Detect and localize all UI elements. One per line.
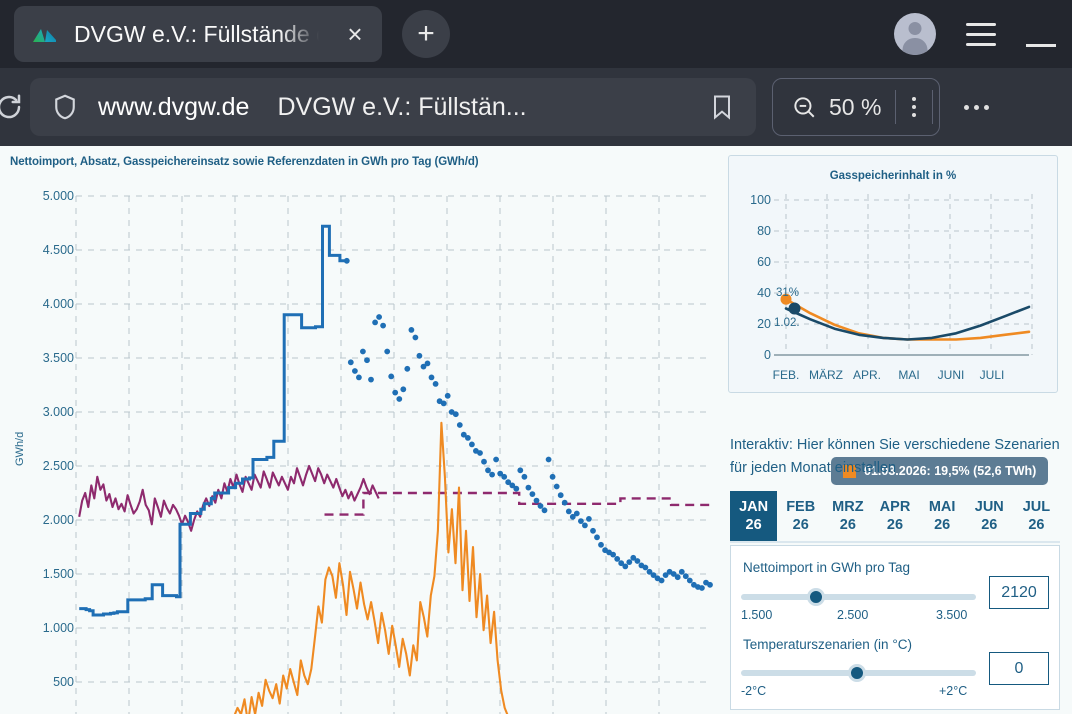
nettoimport-max-label: 3.500 xyxy=(936,608,968,622)
right-column: Gasspeicherinhalt in % 100 80 60 40 20 0… xyxy=(728,146,1072,714)
storage-level-card[interactable]: Gasspeicherinhalt in % 100 80 60 40 20 0… xyxy=(728,155,1058,393)
kebab-menu-icon[interactable] xyxy=(896,97,932,117)
main-chart-y-ticks: 5.000 4.500 4.000 3.500 3.000 2.500 2.00… xyxy=(0,176,74,714)
divider xyxy=(895,90,897,124)
month-name: MRZ xyxy=(832,499,864,515)
temperature-slider-label: Temperaturszenarien (in °C) xyxy=(743,637,912,652)
mini-x-tick: APR. xyxy=(852,368,882,382)
month-year: 26 xyxy=(1028,517,1045,533)
nettoimport-slider-track[interactable] xyxy=(741,594,976,600)
temperature-max-label: +2°C xyxy=(939,684,968,698)
y-tick: 2.500 xyxy=(42,459,74,473)
mini-y-tick: 100 xyxy=(750,193,771,207)
divider xyxy=(932,90,934,124)
mini-x-tick: JULI xyxy=(979,368,1005,382)
close-icon[interactable]: × xyxy=(347,19,363,49)
month-name: FEB xyxy=(786,499,816,515)
month-tab-jun[interactable]: JUN 26 xyxy=(966,491,1013,541)
y-tick: 500 xyxy=(53,675,74,689)
mini-y-tick: 0 xyxy=(764,348,771,362)
y-tick: 5.000 xyxy=(42,189,74,203)
main-chart-title: Nettoimport, Absatz, Gasspeichereinsatz … xyxy=(10,156,479,168)
month-year: 26 xyxy=(792,517,809,533)
url-page-title: DVGW e.V.: Füllstän... xyxy=(277,92,527,121)
month-year: 26 xyxy=(839,517,856,533)
y-tick: 1.500 xyxy=(42,567,74,581)
mini-x-tick: MÄRZ xyxy=(809,368,843,382)
new-tab-button[interactable]: + xyxy=(402,10,450,58)
mini-y-tick: 40 xyxy=(757,286,771,300)
nettoimport-value-input[interactable]: 2120 xyxy=(989,576,1049,609)
minimize-icon[interactable] xyxy=(1026,43,1056,47)
bookmark-icon[interactable] xyxy=(708,93,736,121)
month-year: 26 xyxy=(745,517,762,533)
main-chart-plot xyxy=(75,195,713,714)
main-chart[interactable]: GWh/d 5.000 4.500 4.000 3.500 3.000 2.50… xyxy=(0,176,720,714)
url-bar-row: www.dvgw.de DVGW e.V.: Füllstän... 50 % xyxy=(0,68,1072,146)
month-year: 26 xyxy=(886,517,904,533)
tab-strip: DVGW e.V.: Füllstände d × + xyxy=(0,0,1072,68)
zoom-out-icon[interactable] xyxy=(791,94,817,120)
nettoimport-min-label: 1.500 xyxy=(741,608,773,622)
y-tick: 4.500 xyxy=(42,243,74,257)
month-name: JUN xyxy=(974,499,1004,515)
mini-y-tick: 60 xyxy=(757,255,771,269)
month-tab-jan[interactable]: JAN 26 xyxy=(730,491,778,541)
mini-x-tick: FEB. xyxy=(772,368,800,382)
dvgw-logo-icon xyxy=(33,29,56,42)
month-name: MAI xyxy=(928,499,956,515)
y-tick: 1.000 xyxy=(42,621,74,635)
mini-chart-title: Gasspeicherinhalt in % xyxy=(829,170,957,182)
tab-title: DVGW e.V.: Füllstände d xyxy=(74,20,324,47)
mini-x-tick: JUNI xyxy=(937,368,965,382)
month-tab-mrz[interactable]: MRZ 26 xyxy=(824,491,871,541)
y-tick: 2.000 xyxy=(42,513,74,527)
y-tick: 3.500 xyxy=(42,351,74,365)
scenario-controls: Nettoimport in GWh pro Tag 1.500 2.500 3… xyxy=(730,545,1060,710)
page-content: Nettoimport, Absatz, Gasspeichereinsatz … xyxy=(0,146,1072,714)
profile-avatar-icon[interactable] xyxy=(894,13,936,55)
mini-y-tick: 20 xyxy=(757,317,771,331)
address-bar[interactable]: www.dvgw.de DVGW e.V.: Füllstän... xyxy=(30,78,756,136)
temperature-min-label: -2°C xyxy=(741,684,767,698)
point-label-blue: 1.02. xyxy=(774,317,800,329)
point-label-orange: 31% xyxy=(776,287,800,299)
month-year: 26 xyxy=(981,517,998,533)
hamburger-menu-icon[interactable] xyxy=(966,22,996,46)
y-tick: 4.000 xyxy=(42,297,74,311)
month-tab-apr[interactable]: APR 26 xyxy=(871,491,918,541)
mini-chart-plot xyxy=(774,194,1033,356)
url-host: www.dvgw.de xyxy=(98,92,250,121)
month-year: 26 xyxy=(934,517,951,533)
month-tab-bar: JAN 26 FEB 26 MRZ 26 APR 26 MAI 26 xyxy=(730,491,1060,543)
tooltip-text: 01.03.2026: 19,5% (52,6 TWh) xyxy=(864,464,1037,478)
temperature-slider-knob[interactable] xyxy=(848,664,866,682)
mini-x-tick: MAI xyxy=(898,368,920,382)
tooltip-color-swatch xyxy=(843,464,856,478)
zoom-level-label: 50 % xyxy=(829,93,882,120)
month-tab-jul[interactable]: JUL 26 xyxy=(1013,491,1060,541)
interactive-heading: Interaktiv: Hier können Sie verschiedene… xyxy=(730,437,1060,476)
mini-y-tick: 80 xyxy=(757,224,771,238)
browser-tab[interactable]: DVGW e.V.: Füllstände d × xyxy=(14,6,382,62)
nettoimport-slider-knob[interactable] xyxy=(807,588,825,606)
y-tick: 3.000 xyxy=(42,405,74,419)
zoom-control[interactable]: 50 % xyxy=(772,78,941,136)
month-tab-feb[interactable]: FEB 26 xyxy=(777,491,824,541)
nettoimport-slider-label: Nettoimport in GWh pro Tag xyxy=(743,560,911,575)
chart-tooltip: 01.03.2026: 19,5% (52,6 TWh) xyxy=(831,457,1049,485)
month-name: JAN xyxy=(739,499,769,515)
month-name: JUL xyxy=(1022,499,1051,515)
month-name: APR xyxy=(879,499,911,515)
window-controls xyxy=(894,0,1056,68)
shield-icon xyxy=(55,94,75,120)
month-tab-mai[interactable]: MAI 26 xyxy=(919,491,966,541)
temperature-value-input[interactable]: 0 xyxy=(989,652,1049,685)
reload-icon[interactable] xyxy=(0,92,24,122)
nettoimport-mid-label: 2.500 xyxy=(837,608,869,622)
more-options-icon[interactable] xyxy=(964,104,990,110)
